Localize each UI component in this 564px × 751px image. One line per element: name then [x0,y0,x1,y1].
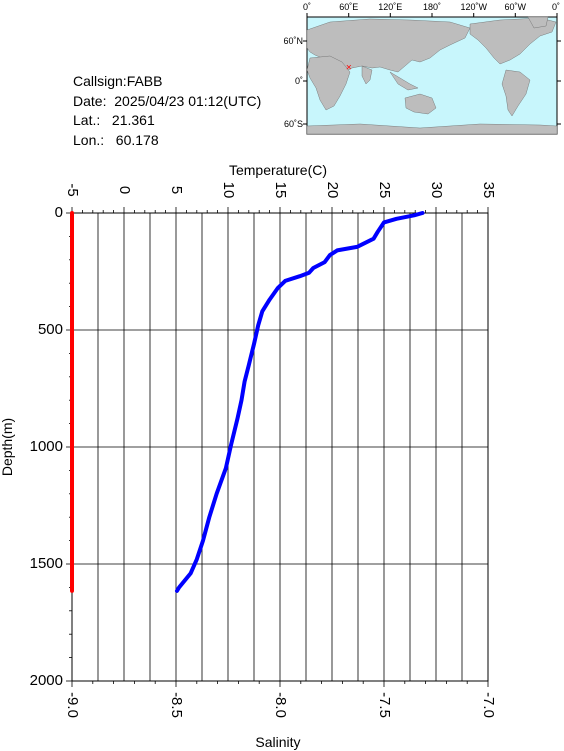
temperature-axis-title: Temperature(C) [229,162,327,178]
temperature-tick-label: 5 [168,186,185,194]
map-lon-label-2: 120˚E [378,2,402,12]
temperature-profile-line [175,211,425,593]
salinity-ticks: -9.0 -8.5 -8.0 -7.5 -7.0 [64,681,497,718]
salinity-tick-label: -8.0 [272,692,289,718]
temperature-tick-label: 35 [480,182,497,199]
map-top-ticks [306,13,558,17]
salinity-tick-label: -8.5 [168,692,185,718]
temperature-tick-label: 10 [220,182,237,199]
map-lat-label-1: 0˚ [295,76,303,86]
south-america-landmass [501,69,531,117]
map-side-ticks [303,40,561,125]
salinity-tick-label: -7.0 [480,692,497,718]
map-lon-label-3: 180˚ [423,2,441,12]
se-asia-landmass [389,71,419,91]
temperature-tick-label: -5 [64,183,81,196]
greenland-landmass [527,16,549,29]
temperature-tick-label: 15 [272,182,289,199]
depth-tick-label: 2000 [30,672,63,689]
chart-grid [72,213,488,681]
callsign-text: Callsign:FABB [73,73,163,89]
map-lon-label-5: 60˚W [505,2,527,12]
date-text: Date: 2025/04/23 01:12(UTC) [73,92,262,109]
map-lon-label-1: 60˚E [339,2,358,12]
map-lat-label-0: 60˚N [283,36,303,46]
station-info: Callsign:FABB Date: 2025/04/23 01:12(UTC… [73,72,261,150]
latitude-text: Lat.: 21.361 [73,112,155,128]
map-lon-label-0: 0˚ [303,2,311,12]
map-lon-label-4: 120˚W [460,2,487,12]
map-lon-label-6: 0˚ [552,2,560,12]
antarctica-landmass [306,123,558,135]
depth-tick-label: 1500 [30,555,63,572]
station-marker: × [346,62,352,73]
depth-ticks: 0 500 1000 1500 2000 [30,204,72,689]
temperature-ticks: -5 0 5 10 15 20 25 30 35 [64,182,497,213]
temperature-tick-label: 30 [428,182,445,199]
australia-landmass [404,93,437,115]
map-lat-label-2: 60˚S [284,119,303,129]
map-land [306,16,558,135]
salinity-tick-label: -7.5 [376,692,393,718]
world-map: 0˚ 60˚E 120˚E 180˚ 120˚W 60˚W 0˚ 60˚N 0˚… [283,2,561,135]
india-landmass [361,65,373,85]
depth-tick-label: 500 [38,321,63,338]
temperature-tick-label: 0 [116,186,133,194]
temperature-tick-label: 20 [324,182,341,199]
depth-axis-title: Depth(m) [0,418,15,476]
series-group [70,211,425,593]
depth-tick-label: 0 [55,204,63,221]
salinity-axis-title: Salinity [255,734,300,750]
salinity-tick-label: -9.0 [64,692,81,718]
africa-landmass [306,55,351,111]
longitude-text: Lon.: 60.178 [73,131,159,148]
depth-tick-label: 1000 [30,438,63,455]
temperature-tick-label: 25 [376,182,393,199]
